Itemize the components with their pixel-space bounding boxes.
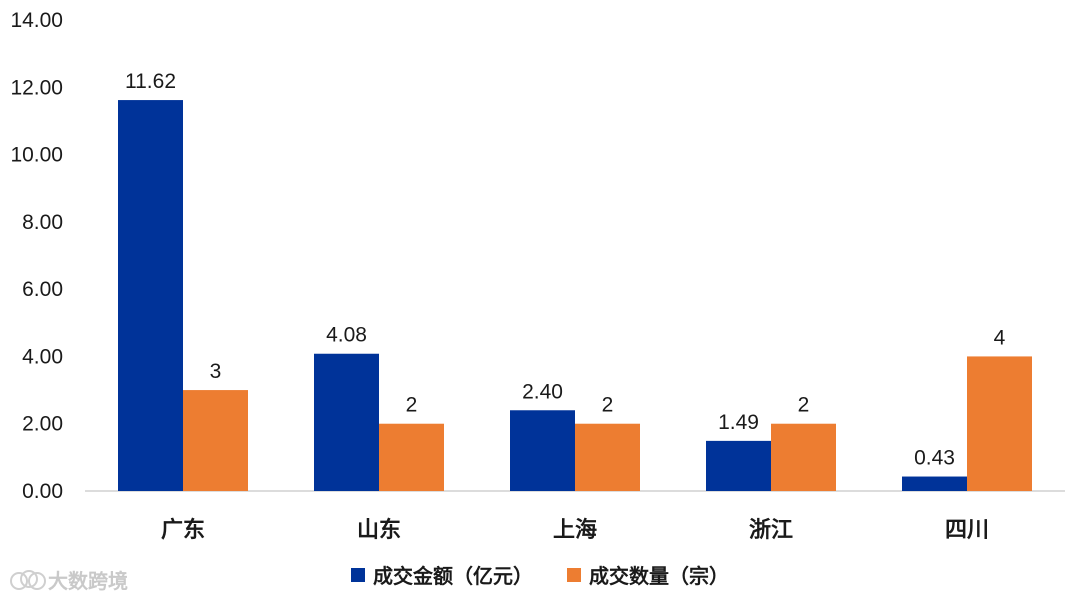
data-label-amount: 0.43 [914, 447, 955, 470]
bar-amount [706, 440, 771, 491]
bar-amount [902, 476, 967, 491]
y-tick-label: 4.00 [22, 345, 63, 368]
data-label-amount: 11.62 [125, 70, 176, 93]
bars [118, 100, 1032, 491]
y-tick-label: 8.00 [22, 211, 63, 234]
bar-count [967, 356, 1032, 491]
data-label-count: 3 [210, 360, 222, 383]
legend-swatch-amount [351, 567, 365, 582]
data-label-count: 4 [994, 326, 1006, 349]
data-label-count: 2 [406, 394, 418, 417]
legend-item-count: 成交数量（宗） [567, 560, 729, 589]
y-tick-label: 0.00 [22, 480, 63, 503]
bar-chart: 0.00 2.00 4.00 6.00 8.00 10.00 12.00 14.00 11.6… [10, 9, 1065, 543]
y-tick-label: 10.00 [10, 144, 63, 167]
legend-label-amount: 成交金额（亿元） [373, 564, 533, 588]
watermark: 大数跨境 [10, 565, 128, 594]
y-tick-label: 2.00 [22, 413, 63, 436]
data-label-count: 2 [602, 394, 614, 417]
x-category-label: 浙江 [749, 518, 793, 543]
bar-amount [118, 100, 183, 491]
data-label-amount: 1.49 [718, 411, 759, 434]
bar-count [575, 423, 640, 491]
x-axis-categories: 广东 山东 上海 浙江 四川 [161, 517, 989, 543]
legend-item-amount: 成交金额（亿元） [351, 560, 533, 589]
bar-amount [314, 353, 379, 491]
y-axis: 0.00 2.00 4.00 6.00 8.00 10.00 12.00 14.00 [10, 9, 63, 503]
bar-count [379, 423, 444, 491]
y-tick-label: 14.00 [10, 9, 63, 32]
data-label-amount: 4.08 [326, 324, 367, 347]
y-tick-label: 12.00 [10, 76, 63, 99]
bar-count [183, 390, 248, 491]
data-labels: 11.62 3 4.08 2 2.40 2 1.49 2 0.43 4 [125, 70, 1006, 469]
bar-count [771, 423, 836, 491]
x-category-label: 四川 [945, 518, 989, 543]
legend: 成交金额（亿元） 成交数量（宗） [0, 560, 1080, 589]
bar-amount [510, 410, 575, 491]
watermark-text: 大数跨境 [48, 569, 128, 593]
logo-circles-icon [10, 568, 46, 592]
data-label-count: 2 [798, 394, 810, 417]
x-category-label: 上海 [553, 517, 597, 543]
data-label-amount: 2.40 [522, 380, 563, 403]
x-category-label: 山东 [357, 517, 401, 543]
legend-label-count: 成交数量（宗） [589, 564, 729, 588]
legend-swatch-count [567, 567, 581, 582]
x-category-label: 广东 [161, 517, 205, 543]
y-tick-label: 6.00 [22, 278, 63, 301]
